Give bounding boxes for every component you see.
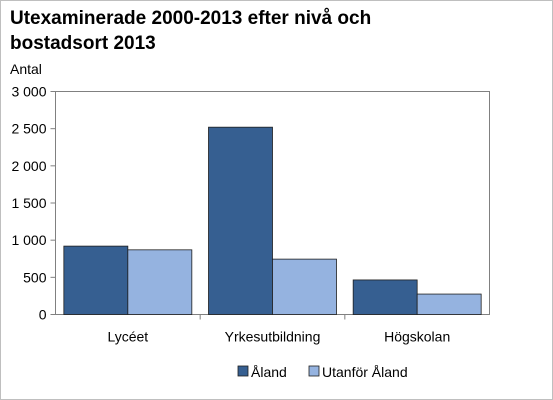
y-tick-label: 3 000 — [11, 84, 46, 100]
legend-label: Åland — [251, 364, 287, 380]
y-tick-label: 1 500 — [11, 195, 46, 211]
chart-title: Utexaminerade 2000-2013 efter nivå och b… — [10, 8, 372, 54]
y-tick-label: 500 — [23, 269, 47, 285]
y-tick-label: 1 000 — [11, 232, 46, 248]
bar-utanfor-aland-0 — [127, 249, 193, 315]
bar-utanfor-aland-2 — [416, 293, 482, 315]
x-category-label: Yrkesutbildning — [225, 329, 321, 345]
x-category-label: Högskolan — [384, 329, 450, 345]
x-category-label: Lycéet — [107, 329, 148, 345]
y-axis-label: Antal — [10, 61, 42, 77]
y-tick-label: 2 000 — [11, 158, 46, 174]
y-tick-label: 0 — [39, 307, 47, 323]
legend-swatch — [308, 365, 320, 377]
bar-aland-1 — [208, 126, 273, 315]
bar-utanfor-aland-1 — [272, 258, 337, 315]
bar-aland-2 — [352, 279, 418, 315]
legend-swatch — [237, 365, 249, 377]
y-tick-label: 2 500 — [11, 121, 46, 137]
legend-label: Utanför Åland — [322, 364, 408, 380]
bar-aland-0 — [63, 245, 129, 315]
